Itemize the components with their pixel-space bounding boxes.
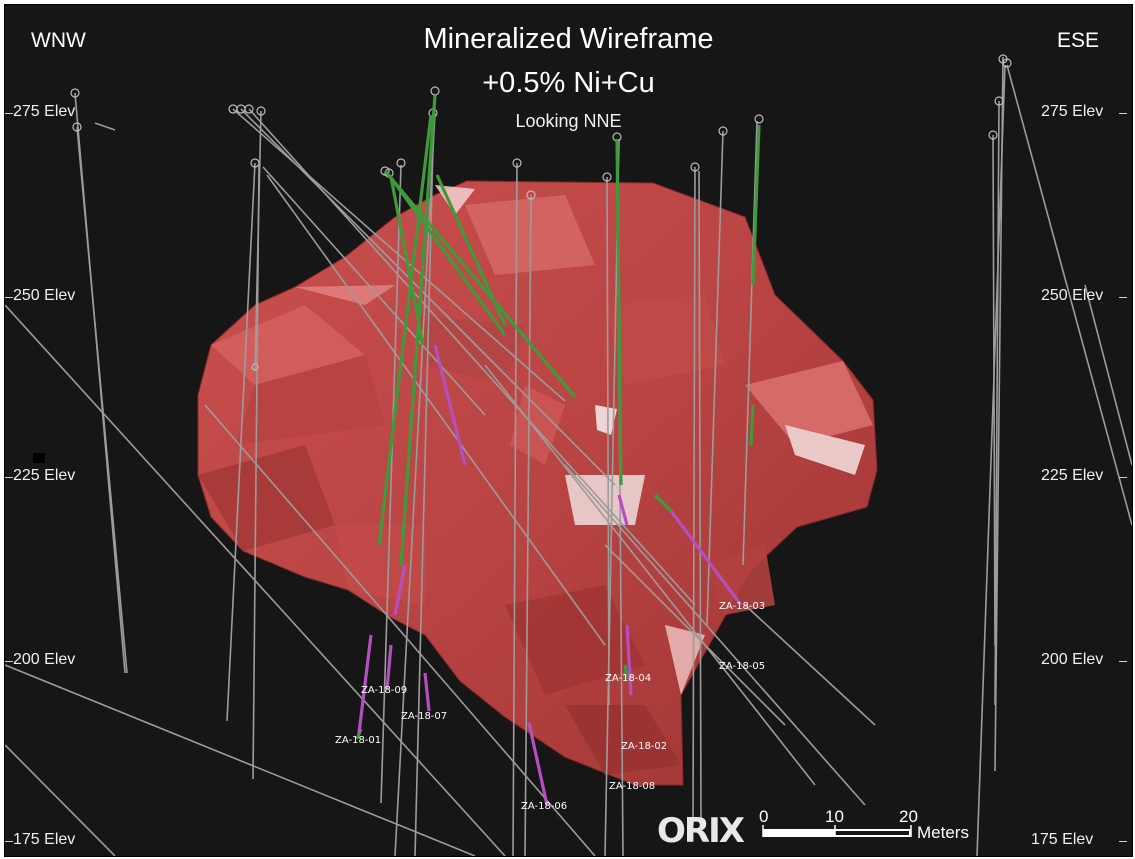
elev-label-right-250: 250 Elev <box>1041 287 1104 304</box>
drillhole-label-za-18-09: ZA-18-09 <box>361 685 408 696</box>
drillhole-label-za-18-08: ZA-18-08 <box>609 781 656 792</box>
elev-label-left-175: 175 Elev <box>13 831 76 848</box>
drillhole-label-za-18-06: ZA-18-06 <box>521 801 568 812</box>
figure-frame: Mineralized Wireframe +0.5% Ni+Cu Lookin… <box>4 4 1133 857</box>
drillhole-label-za-18-03: ZA-18-03 <box>719 601 766 612</box>
view-direction-label: Looking NNE <box>515 111 622 131</box>
chart-title: Mineralized Wireframe <box>423 23 714 55</box>
elev-tick-right-250 <box>1119 297 1127 298</box>
elev-label-right-225: 225 Elev <box>1041 467 1104 484</box>
drill-collars <box>70 54 1012 371</box>
drill-traces <box>5 56 1132 856</box>
wireframe-scene <box>5 54 1132 856</box>
direction-right-label: ESE <box>1057 29 1100 52</box>
scale-tick-0: 0 <box>759 807 769 826</box>
elev-label-left-250: 250 Elev <box>13 287 76 304</box>
wireframe-facets <box>198 185 873 775</box>
drillhole-label-za-18-02: ZA-18-02 <box>621 741 668 752</box>
drillhole-label-za-18-01: ZA-18-01 <box>335 735 382 746</box>
scale-unit-label: Meters <box>917 823 969 842</box>
elev-tick-left-250 <box>5 297 13 298</box>
elev-tick-left-200 <box>5 661 13 662</box>
drillhole-label-za-18-04: ZA-18-04 <box>605 673 652 684</box>
elev-label-right-275: 275 Elev <box>1041 103 1104 120</box>
elev-tick-left-175 <box>5 841 13 842</box>
elev-tick-right-200 <box>1119 661 1127 662</box>
elev-label-left-275: 275 Elev <box>13 103 76 120</box>
mineralized-intervals-purple <box>357 344 743 806</box>
drillhole-label-za-18-05: ZA-18-05 <box>719 661 766 672</box>
elev-tick-right-225 <box>1119 477 1127 478</box>
elev-tick-right-175 <box>1119 841 1127 842</box>
elev-tick-right-275 <box>1119 113 1127 114</box>
mineralized-intervals-green <box>355 94 761 740</box>
elev-label-left-200: 200 Elev <box>13 651 76 668</box>
elev-label-right-200: 200 Elev <box>1041 651 1104 668</box>
scale-tick-20: 20 <box>899 807 918 826</box>
small-black-marker <box>33 453 45 463</box>
drillhole-label-za-18-07: ZA-18-07 <box>401 711 448 722</box>
orix-logo: ORIX <box>657 811 745 851</box>
elev-tick-left-275 <box>5 113 13 114</box>
scale-tick-10: 10 <box>825 807 844 826</box>
elev-tick-left-225 <box>5 477 13 478</box>
scale-bar <box>762 825 912 837</box>
elev-label-left-225: 225 Elev <box>13 467 76 484</box>
chart-subtitle-grade: +0.5% Ni+Cu <box>482 67 655 99</box>
direction-left-label: WNW <box>31 29 86 52</box>
elev-label-right-175: 175 Elev <box>1031 831 1094 848</box>
